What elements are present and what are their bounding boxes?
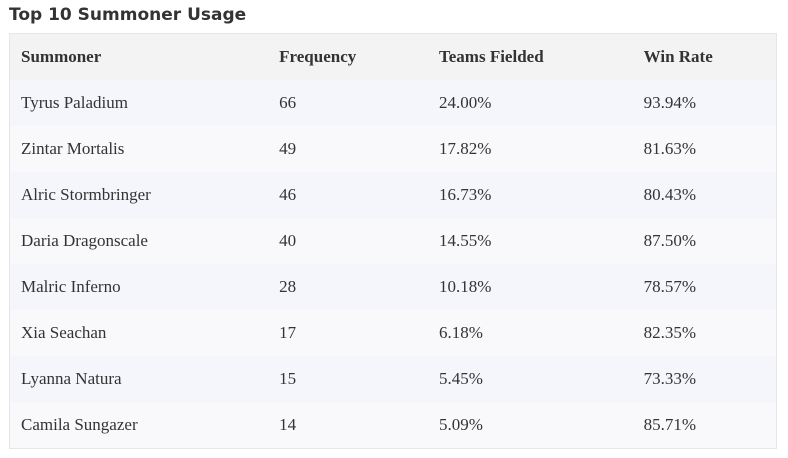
table-cell: Xia Seachan <box>21 323 107 342</box>
table-cell: 16.73% <box>438 185 492 204</box>
summoner-table: Summoner Frequency Teams Fielded Win Rate T… <box>9 33 777 449</box>
table-row: Lyanna Natura 15 5.45% 73.33% <box>9 356 777 402</box>
table-cell: 93.94% <box>643 93 697 112</box>
table-cell: 66 <box>279 93 297 112</box>
table-cell: 14.55% <box>438 231 492 250</box>
table-row: Daria Dragonscale 40 14.55% 87.50% <box>9 218 777 264</box>
table-cell: 78.57% <box>643 277 697 296</box>
table-cell: 24.00% <box>438 93 492 112</box>
table-row: Malric Inferno 28 10.18% 78.57% <box>9 264 777 310</box>
table-cell: 87.50% <box>643 231 697 250</box>
table-row: Camila Sungazer 14 5.09% 85.71% <box>9 402 777 449</box>
header-cell: Summoner <box>9 33 269 80</box>
table-cell: 46 <box>279 185 297 204</box>
table-cell: Malric Inferno <box>21 277 121 296</box>
table-row: Tyrus Paladium 66 24.00% 93.94% <box>9 80 777 126</box>
header-cell: Frequency <box>268 33 428 80</box>
table-cell: 73.33% <box>643 369 697 388</box>
table-row: Zintar Mortalis 49 17.82% 81.63% <box>9 126 777 172</box>
table-cell: 10.18% <box>438 277 492 296</box>
table-cell: 5.45% <box>438 369 483 388</box>
header-row: Summoner Frequency Teams Fielded Win Rate <box>9 33 777 80</box>
table-cell: Zintar Mortalis <box>21 139 125 158</box>
header-cell: Teams Fielded <box>427 33 633 80</box>
table-cell: Lyanna Natura <box>21 369 122 388</box>
table-cell: 80.43% <box>643 185 697 204</box>
table-cell: 5.09% <box>438 415 483 434</box>
table-cell: 40 <box>279 231 297 250</box>
table-cell: 49 <box>279 139 297 158</box>
table-cell: Camila Sungazer <box>21 415 138 434</box>
table-cell: 81.63% <box>643 139 697 158</box>
table-cell: 15 <box>279 369 297 388</box>
header-cell: Win Rate <box>632 33 777 80</box>
table-cell: 28 <box>279 277 297 296</box>
table-cell: 17 <box>279 323 297 342</box>
table-cell: Daria Dragonscale <box>21 231 148 250</box>
table-cell: 17.82% <box>438 139 492 158</box>
table-cell: Tyrus Paladium <box>21 93 128 112</box>
table-cell: 6.18% <box>438 323 483 342</box>
table-cell: Alric Stormbringer <box>21 185 151 204</box>
table-body: Tyrus Paladium 66 24.00% 93.94% Zintar Morta… <box>9 80 777 449</box>
table-cell: 14 <box>279 415 297 434</box>
table-title: Top 10 Summoner Usage <box>9 5 247 25</box>
table-row: Alric Stormbringer 46 16.73% 80.43% <box>9 172 777 218</box>
table-cell: 85.71% <box>643 415 697 434</box>
table-row: Xia Seachan 17 6.18% 82.35% <box>9 310 777 356</box>
table-cell: 82.35% <box>643 323 697 342</box>
